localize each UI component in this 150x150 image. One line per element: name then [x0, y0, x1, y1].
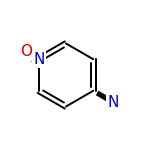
- Text: O: O: [20, 44, 32, 59]
- Text: N: N: [108, 95, 119, 110]
- Text: N: N: [33, 52, 44, 67]
